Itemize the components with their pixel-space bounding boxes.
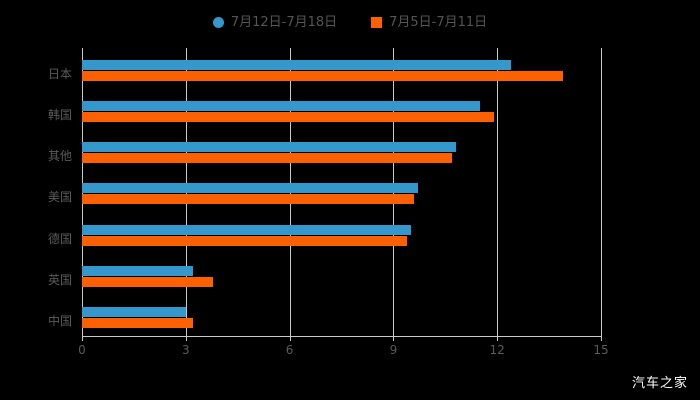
x-tick-label: 6 [285, 343, 294, 357]
x-tick-3 [185, 336, 187, 341]
legend-item-series-2[interactable]: 7月5日-7月11日 [371, 16, 487, 29]
y-tick-label: 韩国 [47, 108, 72, 123]
circle-marker-icon [212, 16, 224, 28]
bar-德国-series-1[interactable] [82, 224, 411, 235]
legend-label-series-2: 7月5日-7月11日 [389, 14, 488, 30]
bar-其他-series-2[interactable] [82, 153, 453, 164]
bar-英国-series-1[interactable] [82, 265, 193, 276]
square-marker-icon [371, 16, 383, 28]
y-tick-label: 美国 [47, 190, 72, 205]
watermark: 汽车之家 [631, 376, 688, 391]
x-tick-9 [393, 336, 395, 341]
plot-area [82, 48, 602, 341]
y-tick-label: 中国 [47, 313, 72, 328]
chart-legend: 7月12日-7月18日 7月5日-7月11日 [0, 10, 700, 34]
gridline-x-12 [497, 48, 499, 336]
bar-德国-series-2[interactable] [82, 235, 408, 246]
legend-item-series-1[interactable]: 7月12日-7月18日 [212, 14, 338, 30]
bar-美国-series-2[interactable] [82, 194, 415, 205]
bar-日本-series-1[interactable] [82, 60, 512, 70]
gridline-x-15 [601, 48, 602, 336]
bar-日本-series-2[interactable] [82, 71, 563, 81]
legend-label-series-1: 7月12日-7月18日 [230, 14, 338, 30]
x-tick-label: 12 [489, 343, 505, 357]
y-tick-label: 其他 [47, 149, 72, 164]
y-tick-label: 德国 [47, 231, 72, 246]
y-axis-labels: 日本韩国其他美国德国英国中国 [0, 48, 72, 336]
y-tick-label: 日本 [47, 67, 72, 81]
bar-韩国-series-1[interactable] [82, 101, 480, 112]
bar-其他-series-1[interactable] [82, 142, 456, 153]
y-tick-label: 英国 [47, 272, 72, 287]
x-tick-label: 15 [593, 343, 609, 357]
x-axis-line [82, 336, 601, 337]
x-tick-6 [289, 336, 291, 341]
x-tick-label: 3 [181, 343, 190, 357]
bar-韩国-series-2[interactable] [82, 112, 494, 123]
x-tick-0 [82, 336, 83, 341]
x-tick-12 [497, 336, 499, 341]
bar-美国-series-1[interactable] [82, 183, 418, 194]
x-tick-label: 0 [78, 343, 86, 357]
x-axis-labels: 0 3 6 9 12 15 [0, 336, 700, 360]
bar-中国-series-2[interactable] [82, 317, 193, 328]
x-tick-15 [601, 336, 602, 341]
bar-英国-series-2[interactable] [82, 276, 214, 287]
bar-中国-series-1[interactable] [82, 306, 186, 317]
x-tick-label: 9 [389, 343, 398, 357]
